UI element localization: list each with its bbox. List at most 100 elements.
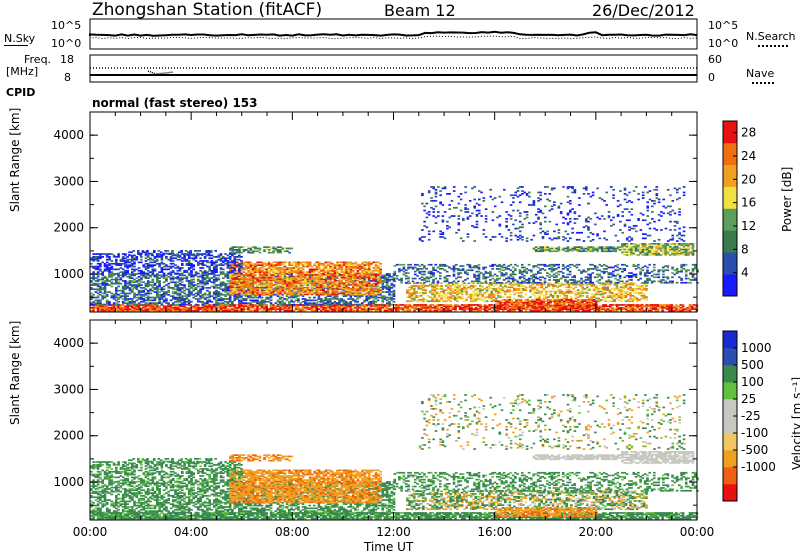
power-cell	[288, 274, 291, 277]
power-cell	[162, 295, 166, 297]
power-cell	[165, 291, 168, 293]
power-cell	[229, 247, 232, 250]
power-cell	[212, 306, 216, 309]
power-cell	[176, 309, 180, 312]
power-cell	[142, 275, 145, 278]
power-cell	[415, 296, 418, 298]
power-cell	[320, 286, 323, 289]
power-cell	[492, 289, 496, 291]
power-cell	[251, 274, 255, 276]
power-cell	[265, 290, 269, 293]
power-cell	[185, 295, 189, 297]
power-cell	[354, 303, 357, 306]
power-cell	[352, 289, 355, 291]
power-cell	[160, 257, 164, 260]
power-cell	[169, 309, 173, 312]
power-cell	[96, 302, 100, 304]
power-cell	[510, 285, 514, 287]
power-cell	[190, 262, 193, 265]
power-cell	[194, 298, 198, 300]
power-cell	[240, 300, 243, 303]
power-cell	[422, 304, 425, 306]
power-cell	[203, 272, 207, 275]
power-cell	[370, 287, 373, 290]
power-cell	[103, 285, 107, 288]
power-cell	[103, 306, 107, 309]
power-cell	[322, 262, 325, 265]
power-cell	[327, 285, 330, 287]
power-cell	[276, 282, 280, 285]
power-cell	[322, 292, 325, 294]
power-cell	[297, 298, 300, 300]
power-cell	[454, 304, 457, 306]
power-cell	[254, 247, 257, 250]
power-cell	[92, 293, 95, 296]
power-cell	[317, 268, 321, 271]
power-cell	[636, 304, 639, 306]
power-cell	[274, 282, 278, 285]
power-cell	[465, 299, 468, 301]
power-cell	[581, 308, 585, 310]
power-cell	[488, 287, 491, 290]
power-cell	[187, 292, 191, 295]
power-cell	[190, 269, 193, 272]
power-cell	[162, 296, 166, 299]
power-cell	[158, 293, 161, 296]
power-cell	[238, 269, 241, 272]
power-cell	[231, 254, 234, 257]
power-cell	[370, 286, 373, 289]
power-cell	[370, 302, 373, 304]
power-cell	[390, 299, 394, 302]
power-cell	[144, 285, 148, 288]
power-cell	[272, 261, 275, 264]
power-cell	[347, 282, 351, 285]
power-cell	[174, 303, 177, 306]
power-cell	[183, 303, 186, 306]
power-cell	[124, 262, 127, 265]
power-cell	[352, 282, 355, 285]
power-cell	[322, 264, 325, 266]
power-cell	[304, 275, 307, 278]
power-cell	[121, 274, 125, 277]
power-cell	[142, 306, 145, 309]
power-cell	[285, 304, 289, 306]
power-cell	[497, 287, 500, 290]
power-cell	[110, 275, 114, 278]
power-cell	[169, 267, 173, 269]
power-cell	[345, 286, 348, 289]
power-cell	[333, 292, 337, 294]
power-cell	[242, 268, 246, 271]
power-cell	[274, 306, 277, 309]
power-cell	[137, 298, 141, 300]
power-cell	[165, 277, 168, 279]
power-cell	[297, 269, 300, 272]
power-cell	[358, 293, 362, 296]
power-cell	[105, 295, 109, 297]
power-cell	[317, 278, 321, 280]
power-cell	[381, 275, 384, 278]
power-cell	[301, 295, 305, 297]
power-cell	[488, 297, 491, 300]
power-cell	[469, 294, 473, 297]
power-cell	[229, 274, 232, 276]
power-cell	[92, 265, 95, 268]
power-cell	[624, 309, 628, 312]
power-cell	[304, 261, 307, 264]
power-cell	[453, 296, 457, 298]
power-cell	[108, 253, 111, 255]
power-cell	[251, 281, 255, 283]
power-cell	[365, 281, 369, 283]
power-cell	[376, 299, 380, 302]
power-cell	[261, 276, 264, 279]
power-cell	[256, 289, 259, 291]
power-cell	[463, 306, 466, 309]
power-cell	[185, 260, 189, 262]
power-cell	[274, 305, 277, 308]
power-cell	[435, 292, 439, 294]
power-cell	[233, 305, 236, 308]
power-cell	[281, 279, 285, 282]
power-cell	[383, 305, 387, 308]
power-cell	[99, 303, 102, 306]
power-cell	[272, 265, 275, 268]
power-cell	[401, 306, 405, 309]
